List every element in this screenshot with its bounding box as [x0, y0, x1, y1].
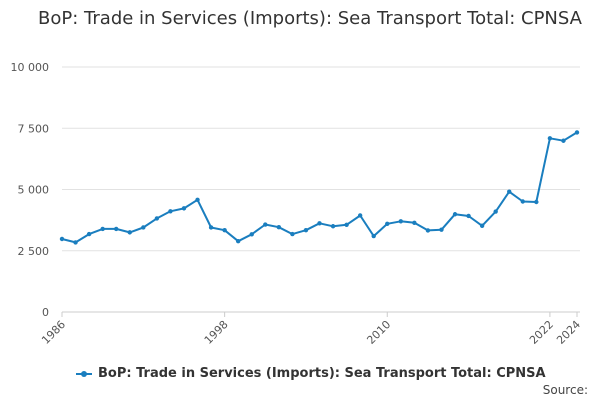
data-point[interactable] — [73, 240, 78, 245]
legend[interactable]: BoP: Trade in Services (Imports): Sea Tr… — [76, 366, 546, 381]
chart-title: BoP: Trade in Services (Imports): Sea Tr… — [38, 8, 582, 29]
data-point[interactable] — [141, 225, 146, 230]
y-tick-label: 5 000 — [18, 184, 50, 197]
data-point[interactable] — [59, 236, 65, 242]
y-tick-label: 7 500 — [18, 122, 50, 135]
series-group — [59, 130, 580, 245]
data-point[interactable] — [479, 223, 485, 228]
x-tick-label: 1986 — [39, 318, 68, 347]
data-point[interactable] — [222, 227, 227, 233]
data-point[interactable] — [507, 189, 512, 194]
data-point[interactable] — [398, 219, 404, 224]
data-point[interactable] — [154, 216, 160, 221]
data-point[interactable] — [412, 220, 417, 226]
y-tick-label: 2 500 — [18, 245, 50, 258]
gridlines — [62, 66, 580, 252]
data-point[interactable] — [520, 199, 525, 204]
legend-label: BoP: Trade in Services (Imports): Sea Tr… — [98, 366, 546, 381]
data-point[interactable] — [534, 199, 539, 205]
x-tick-label: 2022 — [527, 318, 556, 347]
x-tick-label: 1998 — [202, 318, 231, 347]
data-point[interactable] — [357, 213, 363, 218]
data-point[interactable] — [263, 222, 268, 227]
data-point[interactable] — [452, 212, 458, 217]
data-point[interactable] — [493, 209, 498, 214]
y-tick-label: 10 000 — [11, 61, 50, 74]
x-tick-label: 2024 — [554, 318, 583, 347]
data-point[interactable] — [235, 238, 241, 244]
data-point[interactable] — [303, 227, 309, 233]
data-point[interactable] — [425, 228, 431, 233]
source-label: Source: — [542, 383, 588, 397]
data-point[interactable] — [100, 226, 105, 232]
data-point[interactable] — [86, 231, 92, 237]
data-point[interactable] — [181, 206, 187, 211]
data-point[interactable] — [330, 224, 336, 229]
data-point[interactable] — [276, 225, 282, 230]
data-point[interactable] — [114, 226, 119, 232]
data-point[interactable] — [385, 221, 390, 226]
data-point[interactable] — [208, 225, 214, 230]
data-point[interactable] — [439, 227, 444, 232]
data-point[interactable] — [371, 233, 376, 239]
data-point[interactable] — [127, 230, 132, 235]
data-point[interactable] — [249, 232, 254, 237]
y-tick-label: 0 — [42, 306, 49, 319]
data-point[interactable] — [290, 231, 295, 237]
data-point[interactable] — [561, 138, 566, 143]
data-point[interactable] — [195, 197, 200, 202]
data-point[interactable] — [466, 213, 471, 219]
series-line — [61, 131, 578, 244]
legend-swatch-icon — [76, 370, 92, 377]
data-point[interactable] — [317, 221, 322, 226]
data-point[interactable] — [547, 136, 553, 141]
x-tick-label: 2010 — [364, 318, 393, 347]
data-point[interactable] — [574, 130, 580, 135]
y-axis-ticks: 0 2 500 5 000 7 500 10 000 — [11, 61, 50, 319]
data-point[interactable] — [344, 222, 349, 227]
data-point[interactable] — [168, 209, 173, 214]
